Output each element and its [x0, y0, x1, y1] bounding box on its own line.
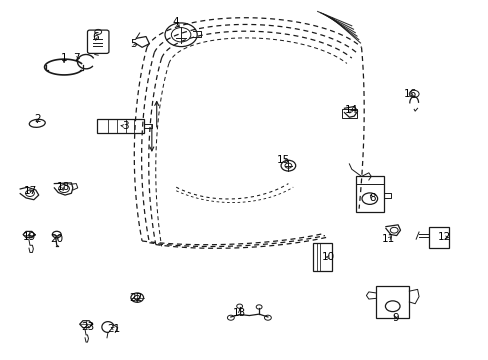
Text: 11: 11 — [381, 234, 394, 244]
Text: 6: 6 — [92, 32, 99, 41]
Text: 22: 22 — [129, 293, 142, 303]
Text: 14: 14 — [345, 105, 358, 115]
Text: 3: 3 — [122, 121, 128, 131]
Text: 15: 15 — [276, 155, 289, 165]
Text: 16: 16 — [403, 89, 416, 99]
Text: 2: 2 — [34, 114, 41, 124]
Text: 8: 8 — [368, 193, 375, 203]
Text: 20: 20 — [50, 234, 63, 244]
Text: 23: 23 — [81, 322, 94, 332]
Text: 12: 12 — [437, 232, 450, 242]
Text: 19: 19 — [22, 232, 36, 242]
Text: 4: 4 — [173, 17, 179, 27]
Text: 9: 9 — [391, 313, 398, 323]
Text: 17: 17 — [24, 186, 38, 196]
Text: 10: 10 — [321, 252, 334, 262]
Text: 18: 18 — [57, 182, 70, 192]
Text: 7: 7 — [73, 53, 80, 63]
Text: 5: 5 — [130, 39, 136, 49]
Text: 13: 13 — [232, 308, 246, 318]
Text: 21: 21 — [107, 324, 121, 334]
Text: 1: 1 — [61, 53, 67, 63]
